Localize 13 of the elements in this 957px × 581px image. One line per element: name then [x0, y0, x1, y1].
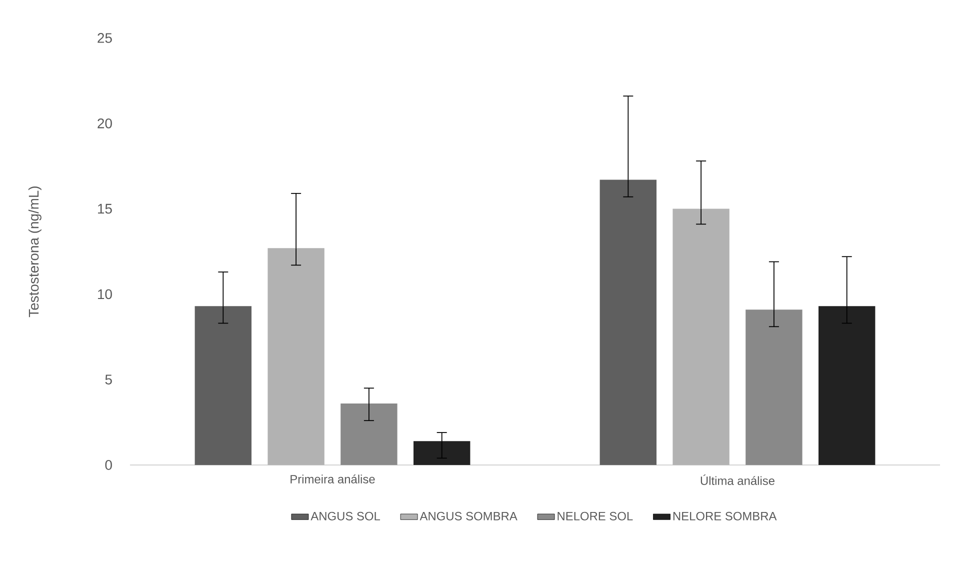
y-tick-label: 0 [105, 460, 112, 470]
y-axis-title: Testosterona (ng/mL) [28, 186, 42, 318]
legend-label: NELORE SOL [558, 512, 633, 520]
legend-label: ANGUS SOMBRA [420, 512, 518, 520]
legend-label: NELORE SOMBRA [673, 512, 777, 520]
x-tick-label: Última análise [700, 474, 774, 485]
x-tick-label: Primeira análise [290, 474, 375, 484]
legend-label: ANGUS SOL [310, 512, 380, 520]
y-tick-label: 5 [105, 374, 112, 384]
y-tick-label: 20 [98, 118, 112, 128]
y-tick-label: 15 [98, 204, 112, 214]
y-tick-label: 10 [98, 289, 112, 300]
y-tick-label: 25 [98, 33, 112, 43]
